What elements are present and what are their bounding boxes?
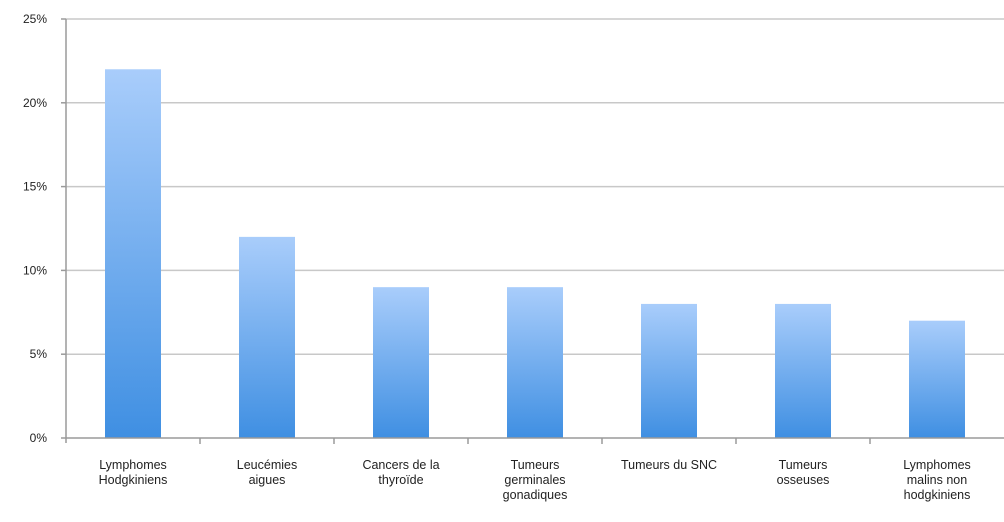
x-tick-label-line: hodgkiniens xyxy=(904,488,971,502)
x-tick-label-line: Leucémies xyxy=(237,458,297,472)
grid-lines xyxy=(66,18,1004,355)
y-tick-label-25: 25% xyxy=(23,12,47,26)
x-tick-label-line: osseuses xyxy=(777,473,830,487)
x-tick-label-line: Lymphomes xyxy=(903,458,971,472)
x-tick-label-2: Leucémies aigues xyxy=(237,458,297,487)
x-tick-label-1: Lymphomes Hodgkiniens xyxy=(99,458,168,487)
x-tick-label-line: thyroïde xyxy=(378,473,423,487)
x-tick-label-line: Lymphomes xyxy=(99,458,167,472)
x-tick-label-line: aigues xyxy=(249,473,286,487)
x-tick-label-5: Tumeurs du SNC xyxy=(621,458,717,472)
x-tick-label-6: Tumeurs osseuses xyxy=(777,458,830,487)
bar-2 xyxy=(239,236,295,438)
x-tick-label-line: gonadiques xyxy=(503,488,568,502)
bar-4 xyxy=(507,287,563,438)
x-tick-label-line: germinales xyxy=(504,473,565,487)
bar-6 xyxy=(775,303,831,438)
x-tick-label-7: Lymphomes malins non hodgkiniens xyxy=(903,458,971,502)
y-tick-labels: 0% 5% 10% 15% 20% 25% xyxy=(23,12,47,445)
y-tick-label-0: 0% xyxy=(30,431,48,445)
y-tick-label-20: 20% xyxy=(23,96,47,110)
x-tick-label-3: Cancers de la thyroïde xyxy=(362,458,439,487)
bar-5 xyxy=(641,303,697,438)
x-tick-label-4: Tumeurs germinales gonadiques xyxy=(503,458,568,502)
x-tick-label-line: Hodgkiniens xyxy=(99,473,168,487)
bar-7 xyxy=(909,320,965,438)
bars xyxy=(105,69,965,438)
axes xyxy=(61,18,1004,444)
x-tick-label-line: Tumeurs xyxy=(511,458,560,472)
x-tick-label-line: Tumeurs xyxy=(779,458,828,472)
y-tick-label-15: 15% xyxy=(23,180,47,194)
bar-3 xyxy=(373,287,429,438)
bar-1 xyxy=(105,69,161,438)
x-tick-label-line: malins non xyxy=(907,473,967,487)
x-tick-label-line: Tumeurs du SNC xyxy=(621,458,717,472)
y-tick-label-10: 10% xyxy=(23,263,47,277)
y-tick-label-5: 5% xyxy=(30,347,48,361)
x-tick-label-line: Cancers de la xyxy=(362,458,439,472)
